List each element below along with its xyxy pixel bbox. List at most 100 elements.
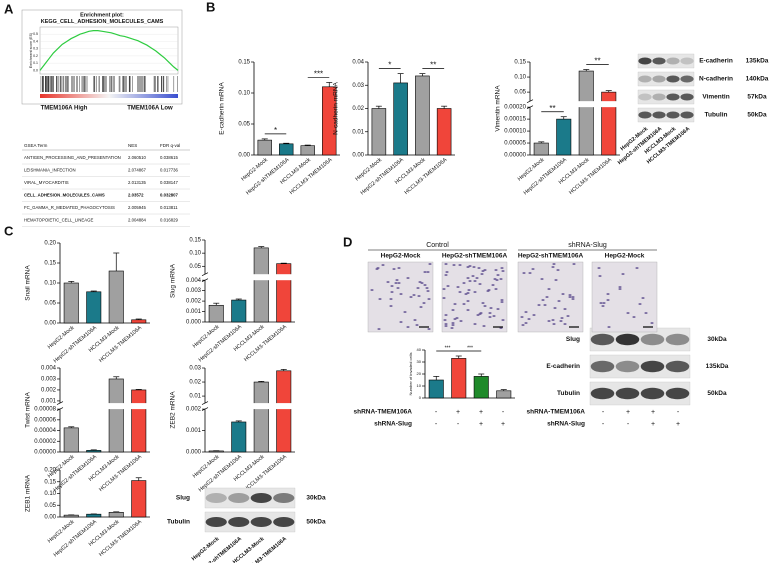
cell bbox=[607, 326, 611, 328]
cell bbox=[520, 316, 524, 318]
x-tick-label: HCCLM3-TMEM106A bbox=[568, 157, 613, 196]
bar bbox=[231, 299, 247, 323]
cell bbox=[413, 319, 417, 321]
cell bbox=[494, 269, 498, 271]
cell bbox=[377, 328, 381, 330]
bar bbox=[253, 247, 269, 323]
bar bbox=[108, 511, 124, 518]
protein-label: Tubulin bbox=[557, 390, 580, 397]
cell bbox=[480, 273, 484, 275]
blot-band bbox=[250, 493, 272, 503]
y-tick-label: 0.15 bbox=[44, 479, 56, 485]
cell bbox=[446, 285, 450, 287]
blot-band bbox=[666, 57, 680, 65]
cell bbox=[462, 282, 466, 284]
blot-strip bbox=[637, 89, 695, 105]
table-cell: 0.017736 bbox=[160, 168, 179, 173]
cell bbox=[644, 312, 648, 314]
cell bbox=[399, 321, 403, 323]
size-label: 30kDa bbox=[707, 336, 727, 343]
cell bbox=[571, 296, 575, 298]
bar bbox=[108, 378, 124, 453]
break-mark bbox=[201, 401, 209, 405]
cell bbox=[464, 293, 468, 295]
cell bbox=[488, 316, 492, 318]
y-tick-label: 0.001 bbox=[186, 309, 202, 315]
cell bbox=[491, 284, 495, 286]
table-cell: 0.038615 bbox=[160, 155, 179, 160]
image-label: HepG2-shTMEM106A bbox=[518, 253, 584, 260]
blot-band bbox=[615, 360, 640, 373]
y-tick-label: 0.003 bbox=[41, 377, 57, 383]
table-cell: VIRAL_MYOCARDITIS bbox=[24, 180, 69, 185]
cell bbox=[524, 322, 528, 324]
x-tick-label: HepG2-shTMEM106A bbox=[198, 324, 244, 364]
condition-sign: + bbox=[676, 421, 680, 428]
axis-break bbox=[206, 403, 298, 410]
cell bbox=[547, 288, 551, 290]
blot-band bbox=[250, 517, 272, 527]
cell bbox=[521, 324, 525, 326]
y-tick-label: 0.0 bbox=[33, 68, 38, 72]
size-label: 135kDa bbox=[746, 58, 769, 65]
cell bbox=[416, 287, 420, 289]
cell bbox=[403, 311, 407, 313]
cell bbox=[602, 302, 606, 304]
cell bbox=[417, 295, 421, 297]
blot-band bbox=[638, 111, 652, 119]
blot-band bbox=[638, 57, 652, 65]
cell bbox=[453, 303, 457, 305]
blot-strip bbox=[589, 354, 691, 379]
high-label: TMEM106A High bbox=[41, 106, 88, 112]
condition-label: shRNA-TMEM106A bbox=[353, 409, 412, 416]
y-axis-label: E-cadherin mRNA bbox=[219, 82, 226, 135]
condition-sign: + bbox=[456, 409, 460, 416]
blot-strip bbox=[637, 107, 695, 123]
protein-label: E-cadherin bbox=[546, 363, 580, 370]
y-tick-label: 40 bbox=[417, 347, 422, 352]
table-cell: 2.074867 bbox=[128, 168, 147, 173]
bar bbox=[131, 319, 147, 324]
cell bbox=[489, 307, 493, 309]
y-tick-label: 0.15 bbox=[238, 60, 250, 66]
y-tick-label: 0.003 bbox=[186, 288, 202, 294]
image-label: HepG2-shTMEM106A bbox=[442, 253, 508, 260]
table-cell: 0.038147 bbox=[160, 180, 179, 185]
cell bbox=[409, 296, 413, 298]
cell bbox=[397, 282, 401, 284]
cell bbox=[466, 277, 470, 279]
cell bbox=[456, 286, 460, 288]
cell bbox=[442, 297, 446, 299]
blot-band bbox=[590, 360, 615, 373]
cell bbox=[420, 282, 424, 284]
cell bbox=[473, 291, 477, 293]
cell bbox=[632, 316, 636, 318]
blot-band bbox=[590, 387, 615, 400]
bar bbox=[428, 379, 444, 399]
y-tick-label: 0.002 bbox=[186, 407, 202, 413]
cell bbox=[635, 267, 639, 269]
blot-strip bbox=[589, 381, 691, 406]
x-tick-label: HCCLM3-TMEM106A bbox=[98, 519, 143, 558]
cell bbox=[476, 314, 480, 316]
bar bbox=[279, 143, 294, 156]
y-tick-label: 0.15 bbox=[44, 261, 56, 267]
group-label: Control bbox=[426, 242, 449, 249]
blot-band bbox=[638, 93, 652, 101]
y-axis-label: Enrichment score (ES) bbox=[29, 33, 33, 68]
table-header: NES bbox=[128, 143, 137, 148]
x-tick-label: HepG2-shTMEM106A bbox=[53, 519, 99, 559]
cell bbox=[467, 289, 471, 291]
cell bbox=[444, 323, 448, 325]
y-tick-label: 0.00010 bbox=[504, 129, 526, 135]
cell bbox=[394, 282, 398, 284]
break-mark bbox=[56, 401, 64, 405]
x-tick-label: HepG2-shTMEM106A bbox=[53, 454, 99, 494]
significance-label: ** bbox=[594, 57, 600, 66]
cell bbox=[560, 317, 564, 319]
y-tick-label: 0.3 bbox=[33, 47, 38, 51]
y-tick-label: 0.00008 bbox=[34, 407, 56, 413]
y-tick-label: 0.10 bbox=[514, 75, 526, 81]
bar bbox=[393, 82, 408, 156]
cell bbox=[381, 264, 385, 266]
